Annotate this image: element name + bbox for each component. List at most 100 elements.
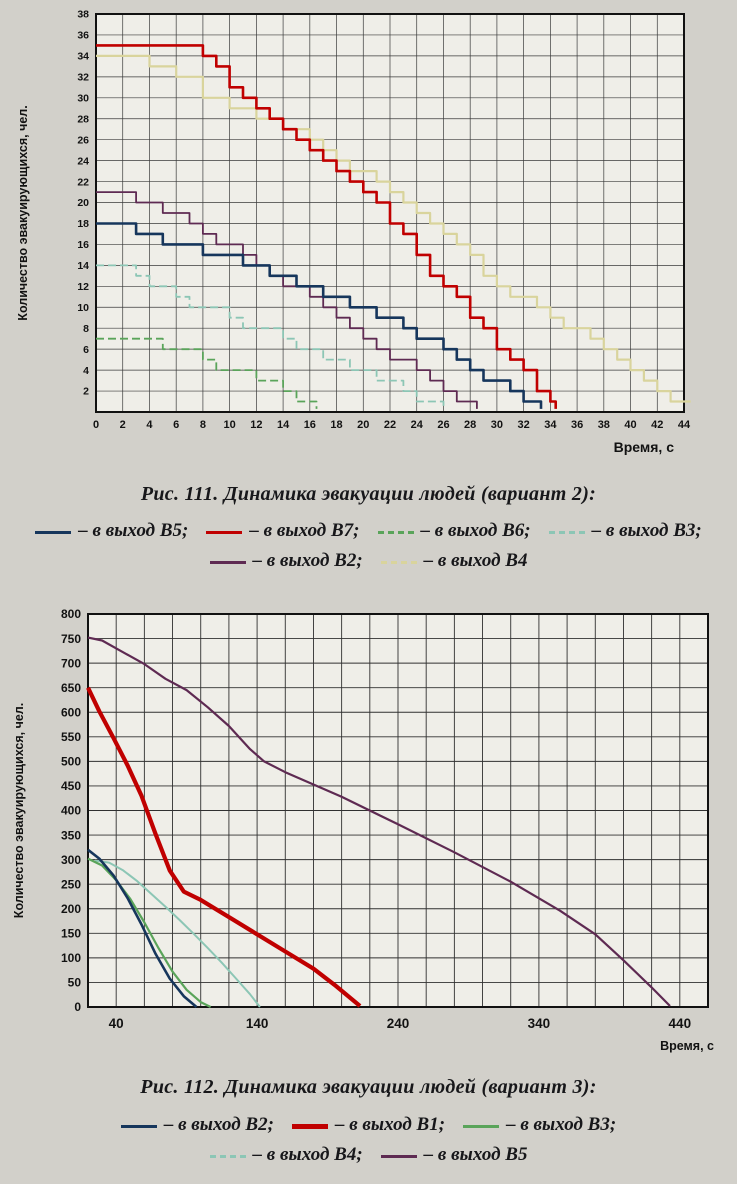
legend-item: – в выход В5; (35, 520, 188, 542)
legend-item: – в выход В2; (209, 550, 363, 572)
svg-text:550: 550 (61, 730, 81, 744)
svg-text:800: 800 (61, 607, 81, 621)
svg-text:20: 20 (77, 197, 89, 209)
svg-text:Время, с: Время, с (614, 439, 675, 455)
svg-text:18: 18 (77, 218, 89, 230)
svg-text:150: 150 (61, 927, 81, 941)
svg-text:Время, с: Время, с (660, 1039, 714, 1053)
legend-line-swatch (35, 530, 72, 534)
svg-text:250: 250 (61, 877, 81, 891)
legend-item: – в выход В6; (377, 520, 531, 542)
svg-text:600: 600 (61, 705, 81, 719)
svg-text:Количество эвакуирующихся, чел: Количество эвакуирующихся, чел. (16, 105, 30, 320)
svg-text:0: 0 (74, 1000, 81, 1014)
legend-label: – в выход В2; (163, 1114, 274, 1135)
svg-text:Количество эвакуирующихся, чел: Количество эвакуирующихся, чел. (12, 703, 26, 918)
legend-row: – в выход В4; – в выход В5 (201, 1144, 537, 1166)
svg-text:0: 0 (93, 419, 99, 431)
svg-text:42: 42 (651, 419, 663, 431)
svg-text:8: 8 (83, 323, 89, 335)
svg-text:30: 30 (77, 92, 89, 104)
svg-text:18: 18 (330, 419, 342, 431)
svg-text:34: 34 (77, 51, 89, 63)
legend-line-swatch (463, 1124, 500, 1128)
legend-line-swatch (380, 560, 417, 564)
svg-text:40: 40 (624, 419, 636, 431)
legend-item: – в выход В3; (463, 1114, 616, 1136)
svg-text:240: 240 (387, 1016, 410, 1031)
svg-text:32: 32 (77, 72, 89, 84)
legend-line-swatch (377, 530, 414, 534)
legend-label: – в выход В5; (78, 520, 189, 541)
svg-text:12: 12 (77, 281, 89, 293)
legend-label: – в выход В4; (252, 1144, 363, 1165)
svg-text:32: 32 (518, 419, 530, 431)
figure-112-legend: – в выход В2; – в выход В1; – в выход В3; –… (0, 1114, 737, 1166)
legend-label: – в выход В6; (420, 520, 531, 541)
svg-text:4: 4 (146, 419, 153, 431)
legend-label: – в выход В3; (591, 520, 702, 541)
svg-text:340: 340 (528, 1016, 551, 1031)
svg-text:4: 4 (83, 365, 89, 377)
legend-label: – в выход В5 (423, 1144, 528, 1165)
svg-text:28: 28 (464, 419, 476, 431)
legend-item: – в выход В4; (209, 1144, 363, 1166)
svg-text:14: 14 (277, 419, 290, 431)
legend-item: – в выход В7; (206, 520, 360, 542)
svg-text:14: 14 (77, 260, 89, 272)
legend-label: – в выход В7; (249, 520, 360, 541)
legend-item: – в выход В2; (120, 1114, 274, 1136)
legend-line-swatch (209, 560, 246, 564)
svg-text:10: 10 (77, 302, 89, 314)
legend-line-swatch (206, 530, 243, 534)
svg-text:2: 2 (120, 419, 126, 431)
svg-text:350: 350 (61, 828, 81, 842)
svg-text:36: 36 (571, 419, 583, 431)
svg-text:30: 30 (491, 419, 503, 431)
svg-text:16: 16 (304, 419, 316, 431)
svg-text:10: 10 (224, 419, 236, 431)
svg-text:8: 8 (200, 419, 206, 431)
svg-text:440: 440 (669, 1016, 692, 1031)
legend-line-swatch (209, 1154, 246, 1158)
legend-item: – в выход В1; (291, 1114, 446, 1136)
svg-text:36: 36 (77, 30, 89, 42)
svg-text:140: 140 (246, 1016, 269, 1031)
svg-text:38: 38 (598, 419, 610, 431)
legend-label: – в выход В3; (506, 1114, 617, 1135)
figure-112-caption: Рис. 112. Динамика эвакуации людей (вари… (140, 1076, 597, 1098)
svg-text:6: 6 (83, 344, 89, 356)
legend-line-swatch (291, 1123, 328, 1129)
svg-text:28: 28 (77, 113, 89, 125)
svg-text:24: 24 (77, 155, 89, 167)
svg-text:450: 450 (61, 779, 81, 793)
svg-text:50: 50 (68, 976, 82, 990)
svg-text:12: 12 (250, 419, 262, 431)
svg-text:300: 300 (61, 853, 81, 867)
svg-text:24: 24 (411, 419, 424, 431)
svg-text:2: 2 (83, 386, 89, 398)
svg-text:38: 38 (77, 9, 89, 21)
legend-label: – в выход В1; (334, 1114, 446, 1135)
svg-text:22: 22 (384, 419, 396, 431)
legend-line-swatch (380, 1154, 417, 1158)
legend-line-swatch (548, 530, 585, 534)
legend-item: – в выход В5 (380, 1144, 528, 1166)
svg-text:200: 200 (61, 902, 81, 916)
svg-text:26: 26 (77, 134, 89, 146)
svg-text:22: 22 (77, 176, 89, 188)
svg-text:100: 100 (61, 951, 81, 965)
svg-text:26: 26 (437, 419, 449, 431)
svg-text:40: 40 (109, 1016, 124, 1031)
svg-text:34: 34 (544, 419, 557, 431)
svg-text:20: 20 (357, 419, 369, 431)
legend-item: – в выход В3; (548, 520, 702, 542)
legend-row: – в выход В5; – в выход В7; – в выход В6; –… (26, 520, 711, 542)
evacuation-chart-variant2: 0 2 4 6 8 10 12 14 16 18 20 22 24 26 28 30 32 34 36 38 40 42 4… (16, 9, 691, 455)
evacuation-chart-variant3: 40 140 240 340 440 0 50 100 150 200 250 300 350 400 45… (12, 607, 714, 1053)
legend-line-swatch (120, 1124, 157, 1128)
legend-row: – в выход В2; – в выход В4 (201, 550, 537, 572)
svg-text:500: 500 (61, 755, 81, 769)
svg-text:750: 750 (61, 632, 81, 646)
